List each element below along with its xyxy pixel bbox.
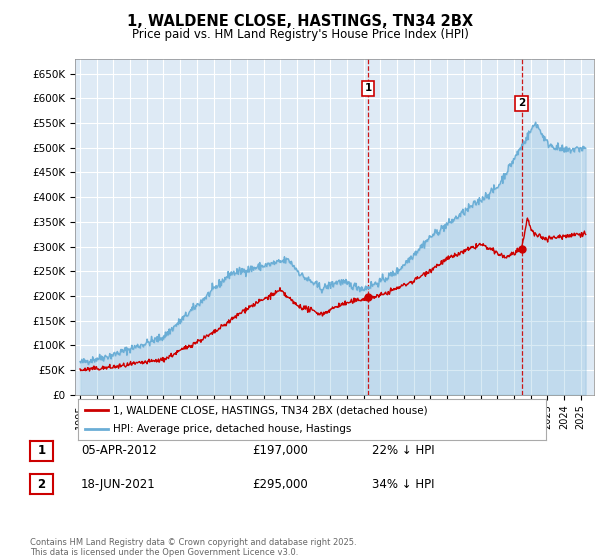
Text: 18-JUN-2021: 18-JUN-2021 — [81, 478, 156, 491]
Text: 34% ↓ HPI: 34% ↓ HPI — [372, 478, 434, 491]
Text: 2: 2 — [37, 478, 46, 491]
Text: £197,000: £197,000 — [252, 444, 308, 458]
Text: Price paid vs. HM Land Registry's House Price Index (HPI): Price paid vs. HM Land Registry's House … — [131, 28, 469, 41]
Text: HPI: Average price, detached house, Hastings: HPI: Average price, detached house, Hast… — [113, 424, 352, 433]
Text: 2: 2 — [518, 98, 525, 108]
Text: 1: 1 — [37, 444, 46, 458]
Text: 05-APR-2012: 05-APR-2012 — [81, 444, 157, 458]
Text: 22% ↓ HPI: 22% ↓ HPI — [372, 444, 434, 458]
Text: Contains HM Land Registry data © Crown copyright and database right 2025.
This d: Contains HM Land Registry data © Crown c… — [30, 538, 356, 557]
Text: 1: 1 — [365, 83, 372, 94]
Text: 1, WALDENE CLOSE, HASTINGS, TN34 2BX (detached house): 1, WALDENE CLOSE, HASTINGS, TN34 2BX (de… — [113, 405, 428, 415]
Text: 1, WALDENE CLOSE, HASTINGS, TN34 2BX: 1, WALDENE CLOSE, HASTINGS, TN34 2BX — [127, 14, 473, 29]
Text: £295,000: £295,000 — [252, 478, 308, 491]
